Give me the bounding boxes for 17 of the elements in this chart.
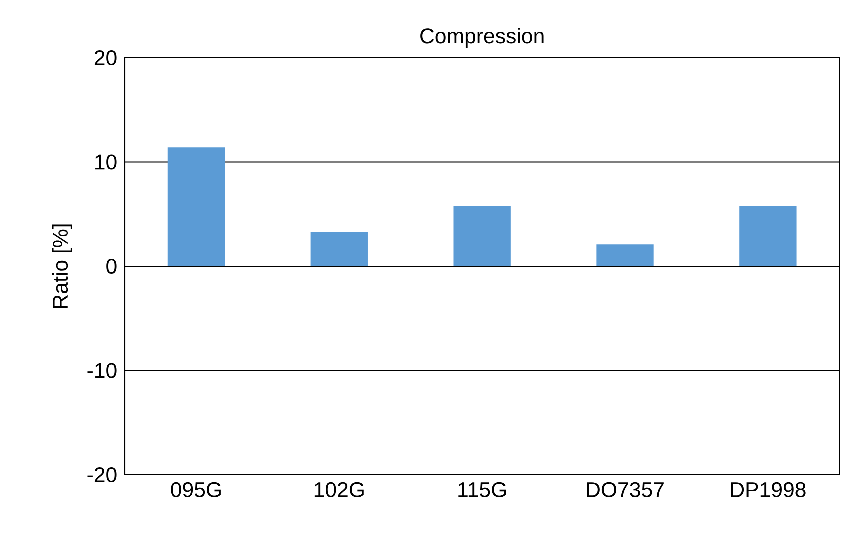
bar (168, 148, 226, 266)
x-tick-label: DO7357 (587, 482, 664, 498)
x-tick-label: 115G (458, 482, 506, 498)
y-tick-label: -10 (88, 363, 117, 378)
y-tick-label: 10 (96, 154, 117, 170)
bar (454, 206, 511, 266)
y-tick-label: 0 (106, 258, 117, 274)
x-tick-label: 095G (171, 482, 221, 498)
y-tick-label: -20 (88, 467, 117, 483)
bar (596, 244, 654, 266)
y-tick-label: 20 (94, 50, 117, 66)
y-axis-title: Ratio [%] (52, 224, 72, 308)
bar (740, 206, 797, 266)
chart-title: Compression (420, 28, 544, 48)
x-tick-label: 102G (314, 482, 364, 498)
bar (310, 232, 368, 266)
x-tick-label: DP1998 (731, 482, 806, 498)
